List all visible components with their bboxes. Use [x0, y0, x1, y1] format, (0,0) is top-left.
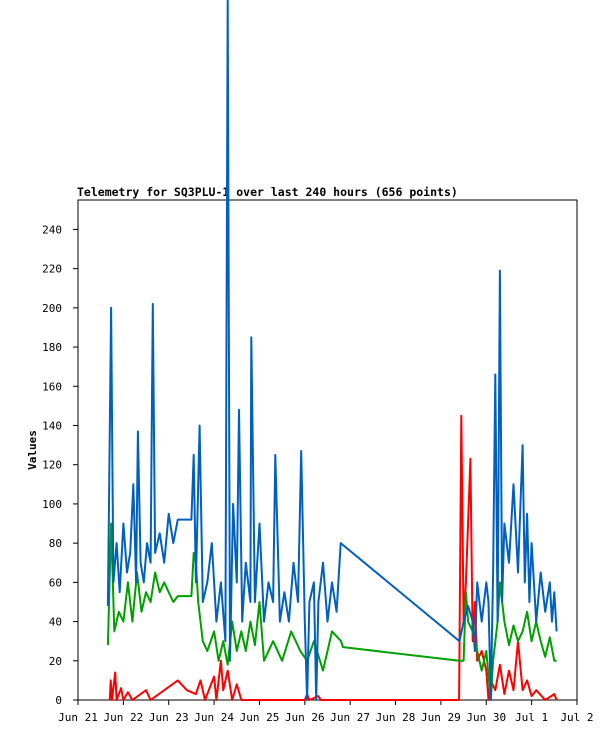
y-tick-label: 0 — [55, 694, 62, 707]
y-tick-label: 200 — [42, 302, 62, 315]
series-line — [108, 414, 558, 701]
y-tick-label: 120 — [42, 459, 62, 472]
x-tick-label: Jun 25 — [240, 711, 280, 724]
y-tick-label: 140 — [42, 419, 62, 432]
y-tick-label: 220 — [42, 263, 62, 276]
x-tick-label: Jun 23 — [149, 711, 189, 724]
x-tick-label: Jul 1 — [515, 711, 548, 724]
y-tick-label: 240 — [42, 223, 62, 236]
x-tick-label: Jun 30 — [466, 711, 506, 724]
x-tick-label: Jun 29 — [421, 711, 461, 724]
series-line — [106, 522, 557, 701]
x-tick-label: Jun 24 — [194, 711, 234, 724]
series-line — [106, 0, 558, 701]
x-tick-label: Jul 2 — [560, 711, 593, 724]
y-tick-label: 100 — [42, 498, 62, 511]
x-tick-label: Jun 21 — [58, 711, 98, 724]
y-tick-label: 60 — [49, 576, 62, 589]
x-tick-label: Jun 22 — [103, 711, 143, 724]
y-tick-label: 40 — [49, 616, 62, 629]
x-tick-label: Jun 27 — [330, 711, 370, 724]
y-axis-label: Values — [26, 430, 39, 470]
y-tick-label: 180 — [42, 341, 62, 354]
plot-frame — [77, 199, 578, 701]
chart-title: Telemetry for SQ3PLU-1 over last 240 hou… — [77, 185, 458, 199]
y-tick-label: 160 — [42, 380, 62, 393]
y-tick-label: 80 — [49, 537, 62, 550]
x-tick-label: Jun 28 — [376, 711, 416, 724]
y-tick-label: 20 — [49, 655, 62, 668]
x-tick-label: Jun 26 — [285, 711, 325, 724]
